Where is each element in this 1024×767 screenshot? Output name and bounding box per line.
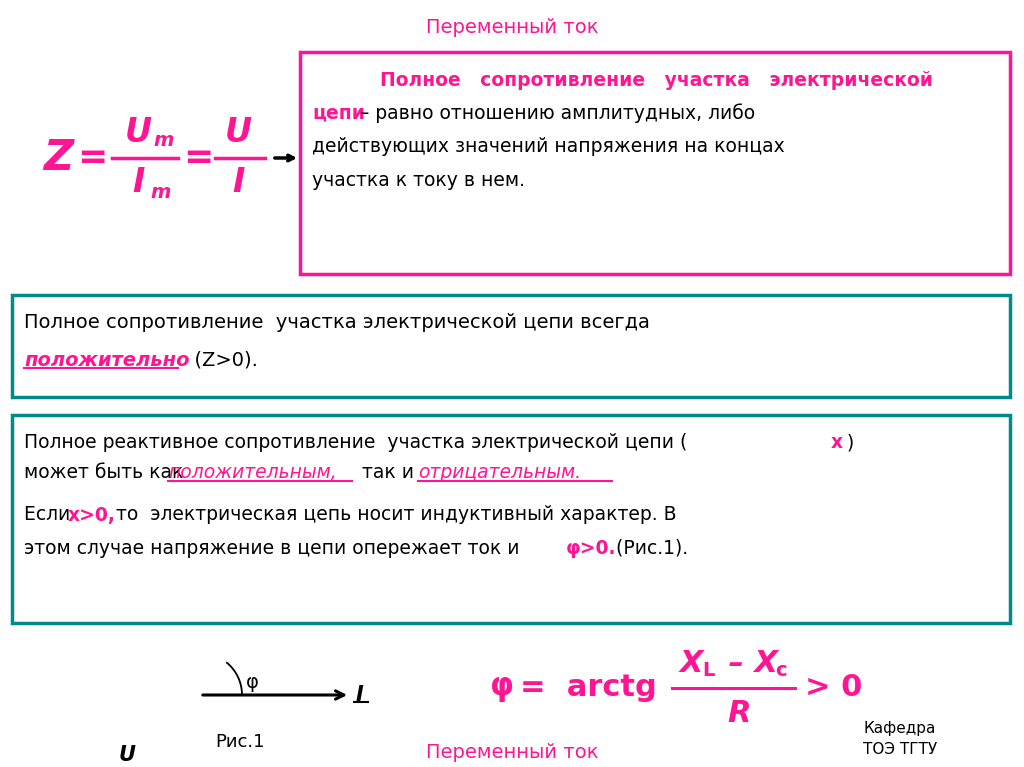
Text: отрицательным.: отрицательным.: [418, 463, 582, 482]
Text: действующих значений напряжения на концах: действующих значений напряжения на конца…: [312, 137, 784, 156]
Text: – X: – X: [718, 650, 778, 679]
Text: R: R: [727, 700, 751, 729]
Text: ТОЭ ТГТУ: ТОЭ ТГТУ: [863, 742, 937, 758]
Text: ): ): [847, 433, 854, 453]
Text: φ: φ: [246, 673, 258, 693]
Text: Переменный ток: Переменный ток: [426, 18, 598, 37]
Text: Полное реактивное сопротивление  участка электрической цепи (: Полное реактивное сопротивление участка …: [24, 433, 687, 453]
Text: x: x: [831, 433, 843, 453]
Text: цепи: цепи: [312, 104, 365, 123]
Text: участка к току в нем.: участка к току в нем.: [312, 172, 525, 190]
Text: I: I: [132, 166, 144, 199]
FancyBboxPatch shape: [12, 415, 1010, 623]
Text: U: U: [224, 116, 252, 149]
Text: (Z>0).: (Z>0).: [182, 351, 258, 370]
Text: так и: так и: [356, 463, 420, 482]
Text: c: c: [775, 661, 786, 680]
FancyBboxPatch shape: [300, 52, 1010, 274]
Text: то  электрическая цепь носит индуктивный характер. В: то электрическая цепь носит индуктивный …: [110, 505, 677, 525]
Text: (Рис.1).: (Рис.1).: [610, 538, 688, 558]
Text: Переменный ток: Переменный ток: [426, 742, 598, 762]
Text: Рис.1: Рис.1: [215, 733, 265, 751]
Text: I: I: [356, 685, 364, 705]
Text: положительно: положительно: [24, 351, 189, 370]
Text: =: =: [77, 141, 108, 175]
Text: =: =: [183, 141, 213, 175]
Text: Полное сопротивление  участка электрической цепи всегда: Полное сопротивление участка электрическ…: [24, 312, 650, 331]
Text: Полное   сопротивление   участка   электрической: Полное сопротивление участка электрическ…: [380, 71, 933, 90]
Text: U: U: [125, 116, 152, 149]
Text: φ>0.: φ>0.: [566, 538, 616, 558]
Text: этом случае напряжение в цепи опережает ток и: этом случае напряжение в цепи опережает …: [24, 538, 525, 558]
Text: – равно отношению амплитудных, либо: – равно отношению амплитудных, либо: [360, 103, 755, 123]
Text: Если: Если: [24, 505, 76, 525]
Text: может быть как: может быть как: [24, 463, 189, 482]
FancyBboxPatch shape: [12, 295, 1010, 397]
Text: x>0,: x>0,: [68, 505, 116, 525]
Text: Кафедра: Кафедра: [864, 720, 936, 736]
Text: I: I: [231, 166, 244, 199]
Text: Z: Z: [43, 137, 73, 179]
Text: φ: φ: [490, 673, 514, 703]
Text: m: m: [150, 183, 170, 202]
Text: X: X: [680, 650, 703, 679]
Text: L: L: [702, 661, 715, 680]
Text: =  arctg: = arctg: [520, 673, 656, 703]
Text: > 0: > 0: [805, 673, 862, 703]
Text: m: m: [153, 130, 173, 150]
Text: положительным,: положительным,: [168, 463, 337, 482]
Text: U: U: [119, 746, 136, 765]
